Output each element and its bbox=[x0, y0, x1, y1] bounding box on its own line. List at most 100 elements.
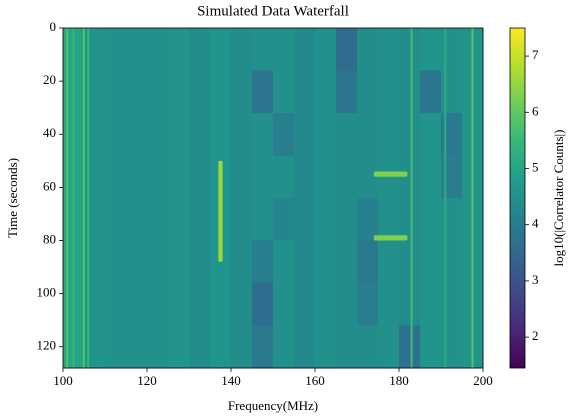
heatmap-cell bbox=[441, 240, 463, 284]
heatmap-cell bbox=[294, 155, 316, 199]
heatmap-cell bbox=[294, 113, 316, 156]
heatmap-cell bbox=[315, 155, 337, 199]
colorbar-tick-label: 6 bbox=[532, 103, 539, 118]
heatmap-cell bbox=[231, 155, 253, 199]
heatmap-cell bbox=[84, 70, 106, 114]
heatmap-cell bbox=[126, 283, 148, 326]
heatmap-cell bbox=[168, 28, 190, 71]
heatmap-cell bbox=[189, 113, 211, 156]
heatmap-cell bbox=[399, 70, 421, 114]
heatmap-cell bbox=[231, 283, 253, 326]
heatmap-cell bbox=[336, 198, 358, 241]
heatmap-cell bbox=[420, 28, 442, 71]
heatmap-cell bbox=[357, 283, 379, 326]
heatmap-cell bbox=[189, 155, 211, 199]
heatmap-cell bbox=[294, 283, 316, 326]
heatmap-cell bbox=[168, 198, 190, 241]
heatmap-cell bbox=[252, 28, 274, 71]
heatmap-cell bbox=[378, 70, 400, 114]
rfi-channel bbox=[72, 28, 75, 368]
heatmap-cell bbox=[147, 155, 169, 199]
heatmap-cell bbox=[378, 198, 400, 241]
heatmap-cell bbox=[420, 325, 442, 369]
heatmap-cell bbox=[126, 28, 148, 71]
colorbar-tick-label: 4 bbox=[532, 216, 539, 231]
heatmap-cell bbox=[231, 70, 253, 114]
heatmap-cell bbox=[420, 198, 442, 241]
colorbar-tick-label: 5 bbox=[532, 159, 539, 174]
heatmap-cell bbox=[168, 70, 190, 114]
heatmap-cell bbox=[189, 283, 211, 326]
x-tick-label: 120 bbox=[137, 373, 157, 388]
heatmap-cell bbox=[273, 28, 295, 71]
heatmap-cell bbox=[420, 70, 442, 114]
heatmap-cell bbox=[189, 325, 211, 369]
heatmap-cell bbox=[273, 325, 295, 369]
heatmap-cell bbox=[378, 283, 400, 326]
heatmap-cell bbox=[315, 325, 337, 369]
heatmap-cell bbox=[420, 155, 442, 199]
heatmap-cell bbox=[399, 28, 421, 71]
burst bbox=[373, 235, 408, 241]
heatmap-cell bbox=[315, 70, 337, 114]
x-tick-label: 100 bbox=[53, 373, 73, 388]
chart-title: Simulated Data Waterfall bbox=[197, 3, 349, 19]
x-tick-label: 140 bbox=[221, 373, 241, 388]
heatmap-cell bbox=[357, 28, 379, 71]
heatmap-cell bbox=[336, 283, 358, 326]
heatmap-cell bbox=[315, 28, 337, 71]
heatmap-cell bbox=[252, 325, 274, 369]
heatmap-cell bbox=[399, 155, 421, 199]
heatmap-cell bbox=[105, 70, 127, 114]
heatmap-cell bbox=[378, 325, 400, 369]
plot-frame bbox=[62, 27, 484, 369]
heatmap-cell bbox=[168, 113, 190, 156]
heatmap-cell bbox=[315, 283, 337, 326]
heatmap-cell bbox=[294, 240, 316, 284]
heatmap-cell bbox=[105, 28, 127, 71]
heatmap-cell bbox=[357, 155, 379, 199]
heatmap-cell bbox=[441, 283, 463, 326]
colorbar-tick-label: 3 bbox=[532, 272, 539, 287]
heatmap-cell bbox=[147, 240, 169, 284]
heatmap-cell bbox=[420, 240, 442, 284]
heatmap-cell bbox=[231, 28, 253, 71]
heatmap-cell bbox=[231, 198, 253, 241]
y-axis-label: Time (seconds) bbox=[5, 158, 20, 238]
rfi-channel bbox=[444, 28, 447, 368]
heatmap-cell bbox=[147, 283, 169, 326]
heatmap-cell bbox=[147, 113, 169, 156]
heatmap-cell bbox=[210, 240, 232, 284]
heatmap-cell bbox=[273, 113, 295, 156]
heatmap-cell bbox=[126, 198, 148, 241]
heatmap-cell bbox=[189, 240, 211, 284]
heatmap-cell bbox=[252, 113, 274, 156]
heatmap-cell bbox=[168, 325, 190, 369]
heatmap-cell bbox=[378, 155, 400, 199]
heatmap-cell bbox=[84, 283, 106, 326]
heatmap-cell bbox=[399, 283, 421, 326]
heatmap-cell bbox=[126, 113, 148, 156]
heatmap-cell bbox=[294, 325, 316, 369]
burst bbox=[218, 160, 223, 262]
heatmap-cell bbox=[105, 198, 127, 241]
heatmap-cell bbox=[399, 198, 421, 241]
heatmap-cell bbox=[399, 113, 421, 156]
y-tick-label: 100 bbox=[37, 285, 57, 300]
heatmap-cell bbox=[252, 283, 274, 326]
y-tick-label: 40 bbox=[43, 125, 56, 140]
heatmap-cell bbox=[441, 28, 463, 71]
heatmap-cell bbox=[210, 28, 232, 71]
heatmap-cell bbox=[147, 198, 169, 241]
heatmap-cell bbox=[315, 240, 337, 284]
heatmap-cell bbox=[189, 198, 211, 241]
heatmap-cell bbox=[231, 113, 253, 156]
y-tick-label: 60 bbox=[43, 178, 56, 193]
heatmap-cell bbox=[252, 240, 274, 284]
rfi-channel bbox=[83, 28, 85, 368]
heatmap-cell bbox=[273, 70, 295, 114]
heatmap-cell bbox=[105, 283, 127, 326]
heatmap-cell bbox=[189, 28, 211, 71]
x-tick-label: 200 bbox=[473, 373, 493, 388]
